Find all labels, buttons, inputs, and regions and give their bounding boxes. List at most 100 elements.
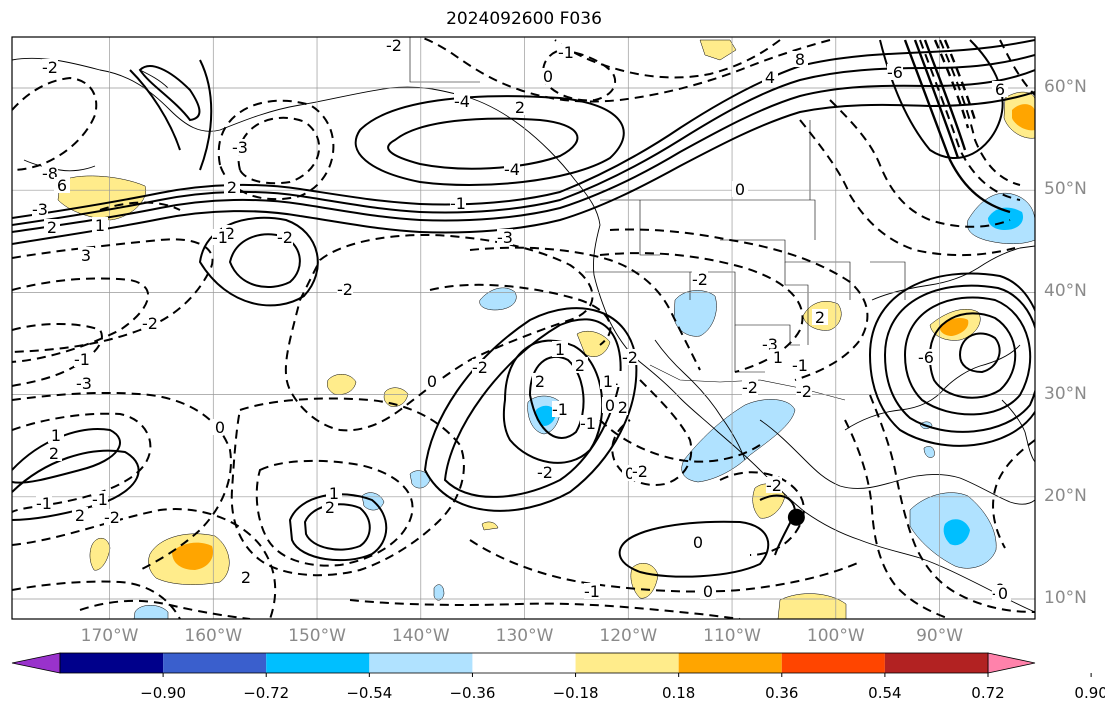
- contour-label: -1: [792, 356, 808, 375]
- contour-label: -2: [766, 476, 782, 495]
- latitude-label: 10°N: [1044, 588, 1087, 608]
- contour-label-background: [232, 139, 248, 155]
- contour-label: -1: [212, 228, 228, 247]
- colorbar-segment: [472, 653, 576, 673]
- coastlines: [12, 57, 1035, 613]
- contour-label-background: [32, 201, 48, 217]
- colorbar-tick-label: −0.72: [243, 684, 290, 702]
- contour-label: 1: [603, 372, 613, 391]
- colorbar-segment: [60, 653, 164, 673]
- contour-label: 0: [605, 396, 615, 415]
- contour-label-background: [552, 341, 568, 357]
- longitude-label: 90°W: [916, 626, 964, 646]
- contour-label: 1: [555, 340, 565, 359]
- contour-label: 4: [765, 68, 775, 87]
- contour-label-background: [92, 491, 108, 507]
- contour-label: 0: [998, 584, 1008, 603]
- contour-label-background: [812, 309, 828, 325]
- colorbar-tick-label: 0.36: [765, 684, 799, 702]
- latitude-label: 50°N: [1044, 179, 1087, 200]
- contour-label-background: [48, 427, 64, 443]
- longitude-label: 150°W: [288, 626, 346, 646]
- figure-title: 2024092600 F036: [446, 9, 602, 29]
- contour-label: -2: [42, 58, 58, 77]
- longitude-label: 140°W: [391, 626, 450, 646]
- contour-label-background: [600, 373, 616, 389]
- state-country-borders: [409, 37, 906, 401]
- storm-position-marker: [787, 508, 805, 526]
- contour-label: -1: [92, 490, 108, 509]
- graticule: [12, 37, 1035, 619]
- contour-label-background: [450, 195, 466, 211]
- contour-label-background: [580, 415, 596, 431]
- contour-label: -2: [472, 358, 488, 377]
- contour-label: -1: [450, 194, 466, 213]
- contour-label-background: [792, 357, 808, 373]
- contour-label: -8: [42, 164, 58, 183]
- contour-label: -6: [918, 348, 934, 367]
- contour-label: 0: [625, 464, 635, 483]
- colorbar-tick-label: 0.90: [1074, 684, 1105, 702]
- contour-labels: -2 -10-22-48-664-8 -4-36 2-3 -11 2 -3-2-1320-2…: [32, 36, 1011, 603]
- contour-label-background: [742, 379, 758, 395]
- latitude-label: 40°N: [1044, 281, 1087, 302]
- contour-label-background: [44, 219, 60, 235]
- contour-label: 0: [735, 180, 745, 199]
- contour-label-background: [762, 69, 778, 85]
- contour-label: 1: [51, 426, 61, 445]
- latitude-label: 20°N: [1044, 485, 1087, 506]
- contour-label: -2: [692, 270, 708, 289]
- colorbar-tick-label: −0.90: [140, 684, 187, 702]
- contour-label-background: [142, 315, 158, 331]
- contour-label: -6: [887, 63, 903, 82]
- contour-label-background: [762, 336, 778, 352]
- contour-label-background: [690, 534, 706, 550]
- contour-label: -4: [454, 92, 470, 111]
- contour-label: -2: [632, 462, 648, 481]
- colorbar-tick-label: 0.72: [971, 684, 1005, 702]
- contour-label: -3: [497, 228, 513, 247]
- longitude-label: 160°W: [184, 626, 243, 646]
- contour-label: -1: [552, 400, 568, 419]
- contour-label: 1: [95, 216, 105, 235]
- contour-label-background: [995, 585, 1011, 601]
- contour-label-background: [104, 509, 120, 525]
- contour-label: 1: [773, 348, 783, 367]
- contour-label: -1: [580, 414, 596, 433]
- colorbar-tick-label: 0.54: [868, 684, 902, 702]
- contour-label-background: [692, 271, 708, 287]
- longitude-label: 100°W: [806, 626, 865, 646]
- colorbar-segment: [884, 653, 988, 673]
- contour-label-background: [700, 583, 716, 599]
- contour-label: 2: [49, 444, 59, 463]
- colorbar-tick-label: −0.36: [449, 684, 496, 702]
- contour-label: 2: [241, 568, 251, 587]
- contour-label: 0: [543, 67, 553, 86]
- contour-label-background: [337, 281, 353, 297]
- map-background: [12, 37, 1035, 619]
- contour-label-background: [424, 373, 440, 389]
- contour-label: -2: [537, 463, 553, 482]
- contour-label-background: [454, 93, 470, 109]
- contour-label: 2: [515, 98, 525, 117]
- contour-label: 2: [75, 506, 85, 525]
- colorbar-tick-label: −0.18: [552, 684, 599, 702]
- longitude-label: 170°W: [80, 626, 139, 646]
- contour-label: -1: [584, 582, 600, 601]
- contour-label: -4: [504, 160, 520, 179]
- longitude-label: 110°W: [703, 626, 761, 646]
- contour-label-background: [622, 349, 638, 365]
- contour-label-background: [76, 375, 92, 391]
- contour-label-background: [74, 351, 90, 367]
- colorbar-frame: [59, 652, 989, 674]
- contour-label-background: [497, 229, 513, 245]
- latitude-label: 60°N: [1044, 77, 1087, 97]
- colorbar-tick-label: 0.18: [661, 684, 696, 702]
- contour-label: 0: [427, 372, 437, 391]
- contour-label-background: [887, 64, 903, 80]
- contour-label: -2: [142, 314, 158, 333]
- contour-label-background: [42, 59, 58, 75]
- contour-label-background: [602, 397, 618, 413]
- contour-label: -2: [386, 36, 402, 55]
